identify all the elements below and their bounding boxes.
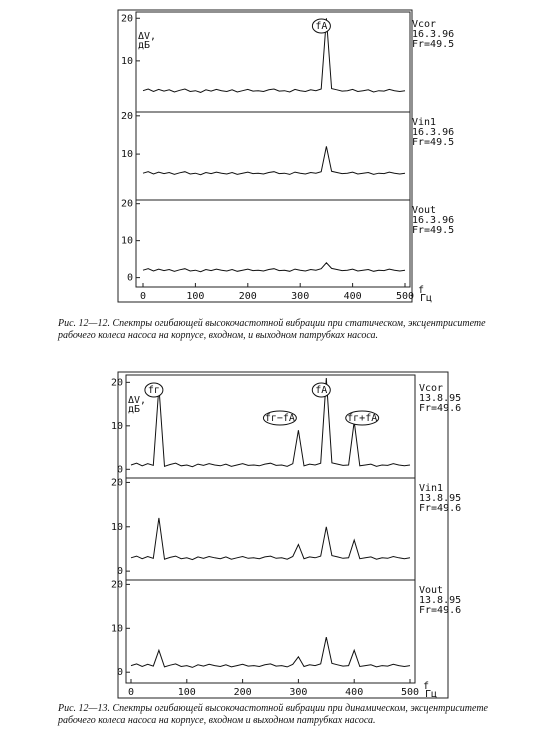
annotation-circle <box>311 18 331 34</box>
y-tick-label: 10 <box>111 623 123 634</box>
annotation: fг <box>148 385 160 396</box>
y-tick-label: 20 <box>111 377 123 388</box>
y-tick-label: 0 <box>117 667 123 678</box>
x-tick-label: 400 <box>344 291 362 302</box>
y-tick-label: 20 <box>121 199 133 210</box>
panel-label: Vcor <box>412 19 436 30</box>
x-axis-label: f <box>418 285 424 296</box>
spectrum-line <box>142 18 406 93</box>
panel-label: Vcor <box>419 383 443 394</box>
x-tick-label: 200 <box>239 291 257 302</box>
x-tick-label: 500 <box>401 687 419 698</box>
annotation: fг−fА <box>265 413 295 424</box>
y-tick-label: 0 <box>117 464 123 475</box>
y-tick-label: 20 <box>111 579 123 590</box>
spectrum-line <box>142 262 406 273</box>
y-tick-label: 20 <box>111 477 123 488</box>
spectrum-line <box>142 146 406 176</box>
annotation-circle <box>262 410 297 426</box>
x-tick-label: 300 <box>289 687 307 698</box>
panel-label: 13.8.95 <box>419 493 461 504</box>
x-axis-label: Гц <box>420 293 432 304</box>
y-tick-label: 0 <box>127 273 133 284</box>
panel-label: Fr=49.6 <box>419 503 461 514</box>
y-tick-label: 20 <box>121 13 133 24</box>
panel-label: Vout <box>412 205 436 216</box>
panel-label: 13.8.95 <box>419 393 461 404</box>
annotation-circle <box>144 382 164 398</box>
panel-label: Fr=49.6 <box>419 403 461 414</box>
panel-label: 16.3.96 <box>412 215 454 226</box>
x-tick-label: 100 <box>186 291 204 302</box>
x-tick-label: 0 <box>128 687 134 698</box>
y-tick-label: 10 <box>121 236 133 247</box>
x-tick-label: 300 <box>291 291 309 302</box>
annotation: fА <box>315 385 327 396</box>
panel-label: Fr=49.5 <box>412 225 454 236</box>
panel-label: 16.3.96 <box>412 127 454 138</box>
y-axis-label: дБ <box>138 40 150 51</box>
plot-box <box>135 11 411 288</box>
y-tick-label: 20 <box>121 111 133 122</box>
x-tick-label: 400 <box>345 687 363 698</box>
x-tick-label: 500 <box>396 291 414 302</box>
annotation: fг+fА <box>347 413 377 424</box>
y-tick-label: 10 <box>111 522 123 533</box>
annotation: fА <box>315 21 327 32</box>
y-tick-label: 10 <box>121 149 133 160</box>
x-tick-label: 100 <box>178 687 196 698</box>
y-tick-label: 0 <box>117 566 123 577</box>
panel-label: Vin1 <box>419 483 443 494</box>
y-axis-label: ΔV, <box>128 395 146 406</box>
x-tick-label: 200 <box>234 687 252 698</box>
plot-box <box>125 374 416 684</box>
panel-label: Vout <box>419 585 443 596</box>
panel-label: 13.8.95 <box>419 595 461 606</box>
y-tick-label: 10 <box>121 56 133 67</box>
figure-frame <box>117 371 449 699</box>
figure-frame <box>117 9 413 303</box>
x-axis-label: Гц <box>425 689 437 700</box>
y-tick-label: 10 <box>111 421 123 432</box>
x-tick-label: 0 <box>140 291 146 302</box>
x-axis-label: f <box>423 681 429 692</box>
y-axis-label: ΔV, <box>138 31 156 42</box>
panel-label: Vin1 <box>412 117 436 128</box>
panel-label: Fr=49.6 <box>419 605 461 616</box>
panel-label: 16.3.96 <box>412 29 454 40</box>
spectrum-line <box>130 636 411 668</box>
annotation-circle <box>345 410 380 426</box>
caption: Рис. 12—12. Спектры огибающей высокочаст… <box>58 318 486 341</box>
annotation-circle <box>311 382 331 398</box>
panel-label: Fr=49.5 <box>412 137 454 148</box>
spectrum-line <box>130 377 411 468</box>
spectrum-line <box>130 517 411 561</box>
y-axis-label: дБ <box>128 404 140 415</box>
caption: Рис. 12—13. Спектры огибающей высокочаст… <box>58 703 488 726</box>
panel-label: Fr=49.5 <box>412 39 454 50</box>
